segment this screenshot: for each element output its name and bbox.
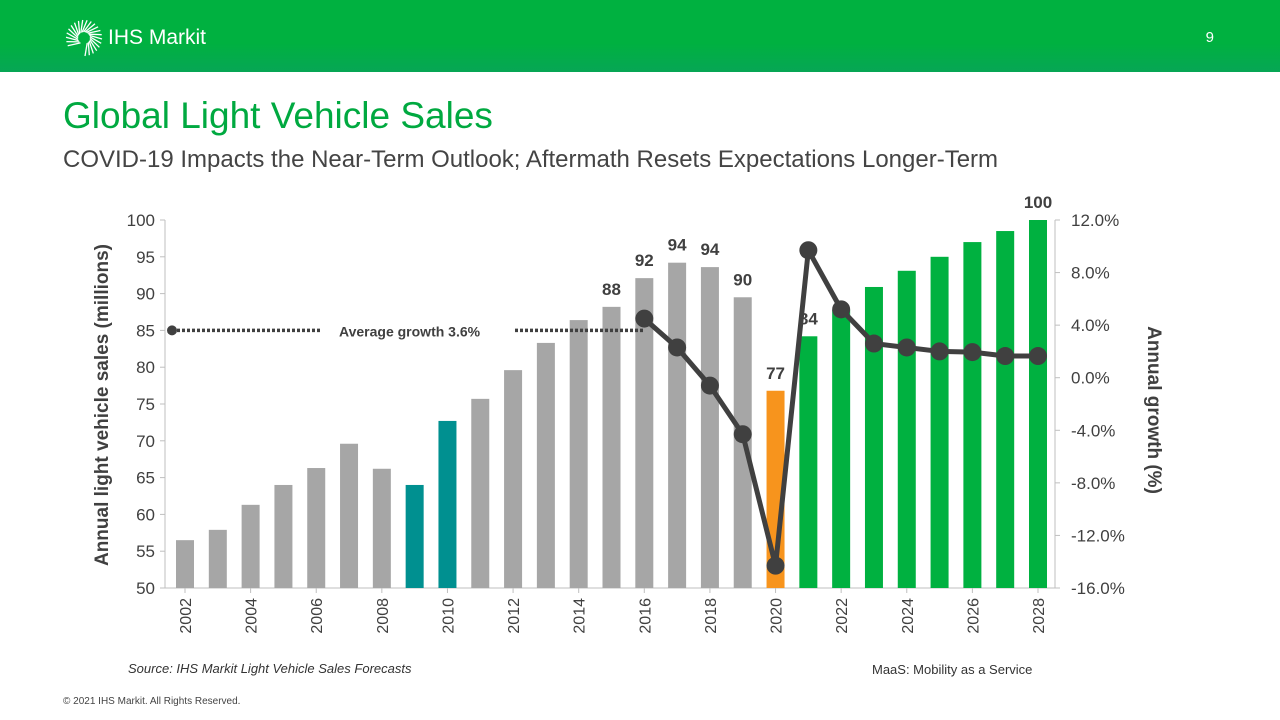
growth-point-2022 [832,300,851,319]
growth-point-2019 [733,425,752,444]
data-label-2016: 92 [635,251,654,270]
y2-tick-label: -12.0% [1071,526,1125,545]
y-axis-title: Annual light vehicle sales (millions) [92,244,113,566]
bar-2028 [1029,220,1047,588]
x-tick-label: 2002 [178,598,195,634]
copyright: © 2021 IHS Markit. All Rights Reserved. [63,696,241,707]
x-tick-label: 2016 [637,598,654,634]
data-label-2015: 88 [602,280,621,299]
growth-point-2020 [766,556,785,575]
growth-point-2021 [799,241,818,260]
bar-2025 [930,256,949,588]
growth-point-2024 [897,338,916,357]
bar-2012 [504,370,523,588]
y2-axis-title: Annual growth (%) [1143,326,1164,494]
y2-tick-label: -8.0% [1071,474,1115,493]
bar-2004 [241,504,260,588]
data-label-2017: 94 [668,236,687,255]
source-note: Source: IHS Markit Light Vehicle Sales F… [128,661,412,676]
x-tick-label: 2026 [965,598,982,634]
y-tick-label: 50 [136,579,155,598]
y-tick-label: 80 [136,358,155,377]
header-banner: IHS Markit 9 [0,0,1280,72]
y-tick-label: 100 [127,211,155,230]
ihs-markit-logo: IHS Markit [64,18,206,58]
starburst-logo-icon [65,19,103,57]
y-tick-label: 75 [136,395,155,414]
y-tick-label: 90 [136,285,155,304]
page-number: 9 [1205,29,1214,46]
growth-point-2026 [963,343,982,362]
bar-2009 [405,484,424,588]
logo-text: IHS Markit [108,26,207,49]
y2-tick-label: 8.0% [1071,264,1110,283]
y2-tick-label: -16.0% [1071,579,1125,598]
maas-note: MaaS: Mobility as a Service [872,662,1033,677]
bar-2011 [471,398,490,588]
y-tick-label: 70 [136,432,155,451]
x-tick-label: 2020 [769,598,786,634]
y-tick-label: 55 [136,542,155,561]
data-label-2028: 100 [1024,193,1052,212]
growth-point-2018 [700,376,719,395]
bar-2005 [274,484,293,588]
bar-2008 [372,468,391,588]
x-tick-label: 2010 [440,598,457,634]
y2-tick-label: 12.0% [1071,211,1119,230]
y-tick-label: 95 [136,248,155,267]
x-tick-label: 2022 [834,598,851,634]
bar-2022 [832,309,851,588]
y-tick-label: 85 [136,321,155,340]
x-tick-label: 2012 [506,598,523,634]
page-subtitle: COVID-19 Impacts the Near-Term Outlook; … [63,146,999,173]
data-label-2018: 94 [700,240,719,259]
data-label-2019: 90 [733,270,752,289]
bar-2023 [864,286,883,588]
x-tick-label: 2024 [900,598,917,634]
bar-2006 [307,468,326,588]
page-title: Global Light Vehicle Sales [63,95,493,136]
x-tick-label: 2008 [375,598,392,634]
bar-2026 [963,242,982,588]
bar-2014 [569,320,588,588]
bar-2016 [635,278,654,588]
growth-point-2027 [996,347,1015,366]
data-label-2020: 77 [766,364,785,383]
x-tick-label: 2004 [244,598,261,634]
growth-point-2023 [864,334,883,353]
bar-2007 [340,443,359,588]
growth-point-2016 [635,309,654,328]
bar-2018 [700,267,719,588]
x-tick-label: 2014 [572,598,589,634]
growth-point-2025 [930,342,949,361]
growth-point-2017 [668,338,687,357]
y-tick-label: 60 [136,505,155,524]
bar-2010 [438,420,457,588]
y2-tick-label: 4.0% [1071,316,1110,335]
y2-tick-label: 0.0% [1071,369,1110,388]
bar-2015 [602,306,621,588]
x-tick-label: 2028 [1031,598,1048,634]
average-growth-label: Average growth 3.6% [339,323,481,339]
x-tick-label: 2018 [703,598,720,634]
average-growth-start-marker [167,325,177,336]
bar-2021 [799,336,818,588]
y-tick-label: 65 [136,469,155,488]
bar-2002 [176,540,194,588]
bar-2017 [668,262,687,588]
x-tick-label: 2006 [309,598,326,634]
bar-2003 [208,529,227,588]
bar-2024 [897,270,916,588]
bar-2027 [996,231,1015,589]
growth-point-2028 [1029,347,1047,366]
y2-tick-label: -4.0% [1071,421,1115,440]
bar-2013 [536,342,555,588]
